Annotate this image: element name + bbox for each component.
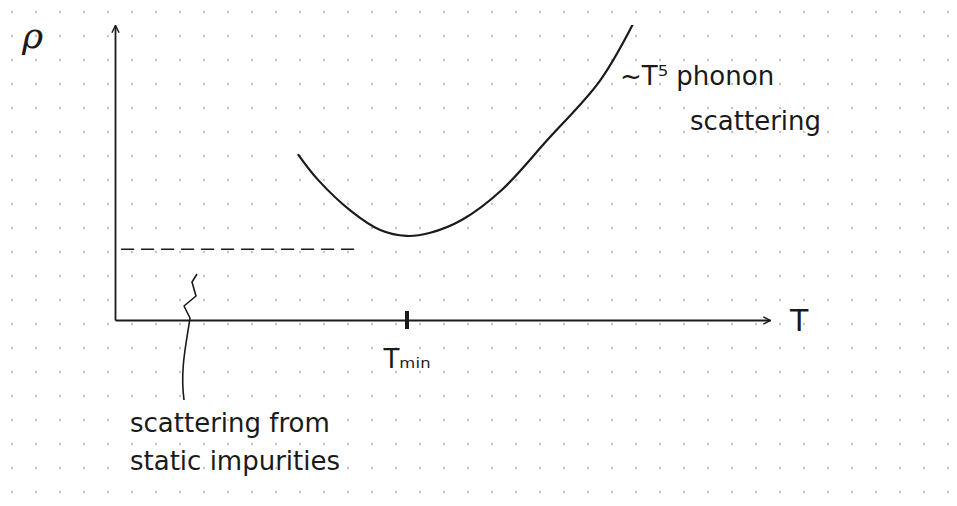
x-tick-mark bbox=[405, 311, 409, 329]
y-axis-title: ρ bbox=[21, 15, 43, 56]
y-axis bbox=[115, 26, 116, 321]
marks bbox=[122, 25, 633, 249]
curve bbox=[298, 25, 632, 236]
annotation-text: ~T⁵ phonon bbox=[620, 61, 774, 91]
y-axis-line bbox=[115, 26, 117, 321]
background bbox=[0, 0, 957, 506]
x-axis: Tₘᵢₙ bbox=[116, 311, 771, 374]
x-tick-label: Tₘᵢₙ bbox=[382, 344, 430, 374]
dashed-line bbox=[122, 248, 358, 250]
annotation-text: scattering from bbox=[130, 408, 330, 438]
x-axis-line bbox=[116, 320, 771, 322]
x-axis-title: T bbox=[789, 303, 809, 338]
chart: Tₘᵢₙ ρ T ~T⁵ phonon scattering scattering fro… bbox=[0, 0, 957, 506]
annotation: ~T⁵ phonon scattering bbox=[620, 61, 821, 136]
x-tick: Tₘᵢₙ bbox=[382, 311, 430, 374]
plot-area bbox=[122, 25, 633, 249]
annotation-text: scattering bbox=[690, 106, 821, 136]
annotation: scattering from static impurities bbox=[130, 408, 340, 476]
pointer bbox=[183, 274, 197, 400]
annotation-text: static impurities bbox=[130, 446, 340, 476]
